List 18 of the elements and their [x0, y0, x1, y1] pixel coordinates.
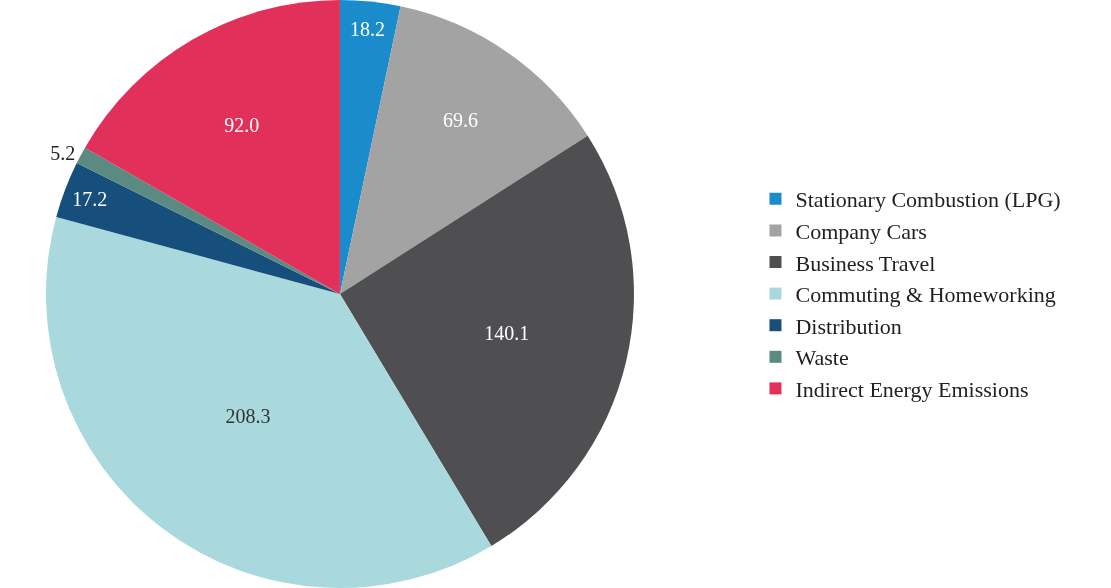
data-label: 92.0: [224, 113, 260, 136]
data-label: 140.1: [484, 322, 530, 345]
data-label: 18.2: [350, 18, 386, 41]
data-label: 17.2: [72, 187, 108, 210]
legend-label: Waste: [795, 345, 849, 371]
data-label: 5.2: [50, 141, 76, 164]
pie-slice: [339, 135, 634, 547]
legend-label: Company Cars: [795, 218, 927, 244]
legend-label: Business Travel: [795, 250, 936, 276]
legend-label: Indirect Energy Emissions: [795, 376, 1029, 402]
data-label: 69.6: [443, 108, 479, 131]
pie-slice: [339, 6, 588, 294]
legend-label: Stationary Combustion (LPG): [795, 187, 1061, 213]
pie-slice: [339, 0, 401, 294]
legend-label: Commuting & Homeworking: [795, 282, 1056, 308]
legend-label: Distribution: [795, 313, 902, 339]
pie-slice: [56, 163, 340, 294]
data-label: 208.3: [225, 404, 271, 427]
